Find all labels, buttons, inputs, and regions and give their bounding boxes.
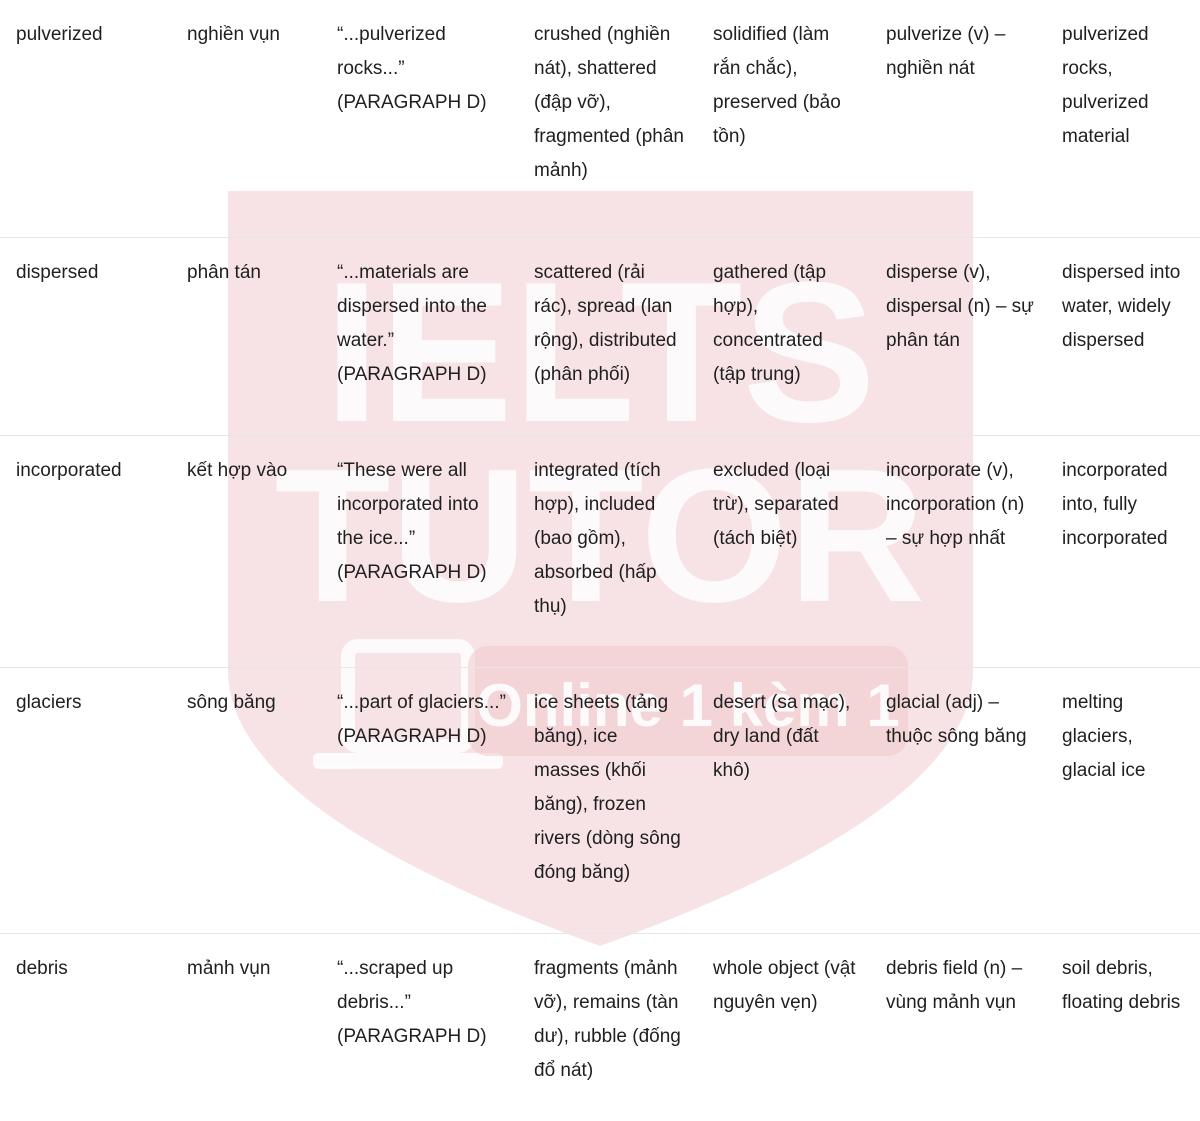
context-cell: “These were all incorporated into the ic… (337, 459, 487, 583)
synonyms-cell: fragments (mảnh vỡ), remains (tàn dư), r… (534, 957, 681, 1081)
collocations-cell: pulverized rocks, pulverized material (1062, 24, 1149, 147)
word-cell: debris (16, 957, 68, 979)
antonyms-cell: solidified (làm rắn chắc), preserved (bả… (713, 24, 841, 147)
table-row: dispersed phân tán “...materials are dis… (0, 237, 1200, 435)
collocations-cell: dispersed into water, widely dispersed (1062, 261, 1181, 351)
synonyms-cell: integrated (tích hợp), included (bao gồm… (534, 459, 661, 617)
synonyms-cell: ice sheets (tảng băng), ice masses (khối… (534, 691, 681, 883)
meaning-cell: sông băng (187, 691, 276, 713)
word-family-cell: glacial (adj) – thuộc sông băng (886, 691, 1027, 747)
synonyms-cell: crushed (nghiền nát), shattered (đập vỡ)… (534, 24, 684, 181)
synonyms-cell: scattered (rải rác), spread (lan rộng), … (534, 261, 677, 385)
table-row: pulverized nghiền vụn “...pulverized roc… (0, 0, 1200, 237)
meaning-cell: kết hợp vào (187, 459, 288, 481)
meaning-cell: nghiền vụn (187, 24, 280, 45)
context-cell: “...part of glaciers...” (PARAGRAPH D) (337, 691, 506, 747)
word-family-cell: debris field (n) – vùng mảnh vụn (886, 957, 1023, 1013)
table-row: glaciers sông băng “...part of glaciers.… (0, 667, 1200, 933)
word-cell: incorporated (16, 459, 122, 481)
table-row: debris mảnh vụn “...scraped up debris...… (0, 933, 1200, 1121)
word-family-cell: pulverize (v) – nghiền nát (886, 24, 1006, 79)
antonyms-cell: excluded (loại trừ), separated (tách biệ… (713, 459, 839, 549)
meaning-cell: phân tán (187, 261, 261, 283)
context-cell: “...materials are dispersed into the wat… (337, 261, 487, 385)
meaning-cell: mảnh vụn (187, 957, 271, 979)
collocations-cell: incorporated into, fully incorporated (1062, 459, 1168, 549)
context-cell: “...scraped up debris...” (PARAGRAPH D) (337, 957, 487, 1047)
table-row: incorporated kết hợp vào “These were all… (0, 435, 1200, 667)
word-family-cell: disperse (v), dispersal (n) – sự phân tá… (886, 261, 1034, 351)
collocations-cell: soil debris, floating debris (1062, 957, 1181, 1013)
word-cell: dispersed (16, 261, 99, 283)
antonyms-cell: whole object (vật nguyên vẹn) (713, 957, 856, 1013)
collocations-cell: melting glaciers, glacial ice (1062, 691, 1146, 781)
word-cell: pulverized (16, 24, 103, 45)
word-family-cell: incorporate (v), incorporation (n) – sự … (886, 459, 1025, 549)
word-cell: glaciers (16, 691, 82, 713)
context-cell: “...pulverized rocks...” (PARAGRAPH D) (337, 24, 487, 113)
antonyms-cell: desert (sa mạc), dry land (đất khô) (713, 691, 851, 781)
antonyms-cell: gathered (tập hợp), concentrated (tập tr… (713, 261, 827, 385)
